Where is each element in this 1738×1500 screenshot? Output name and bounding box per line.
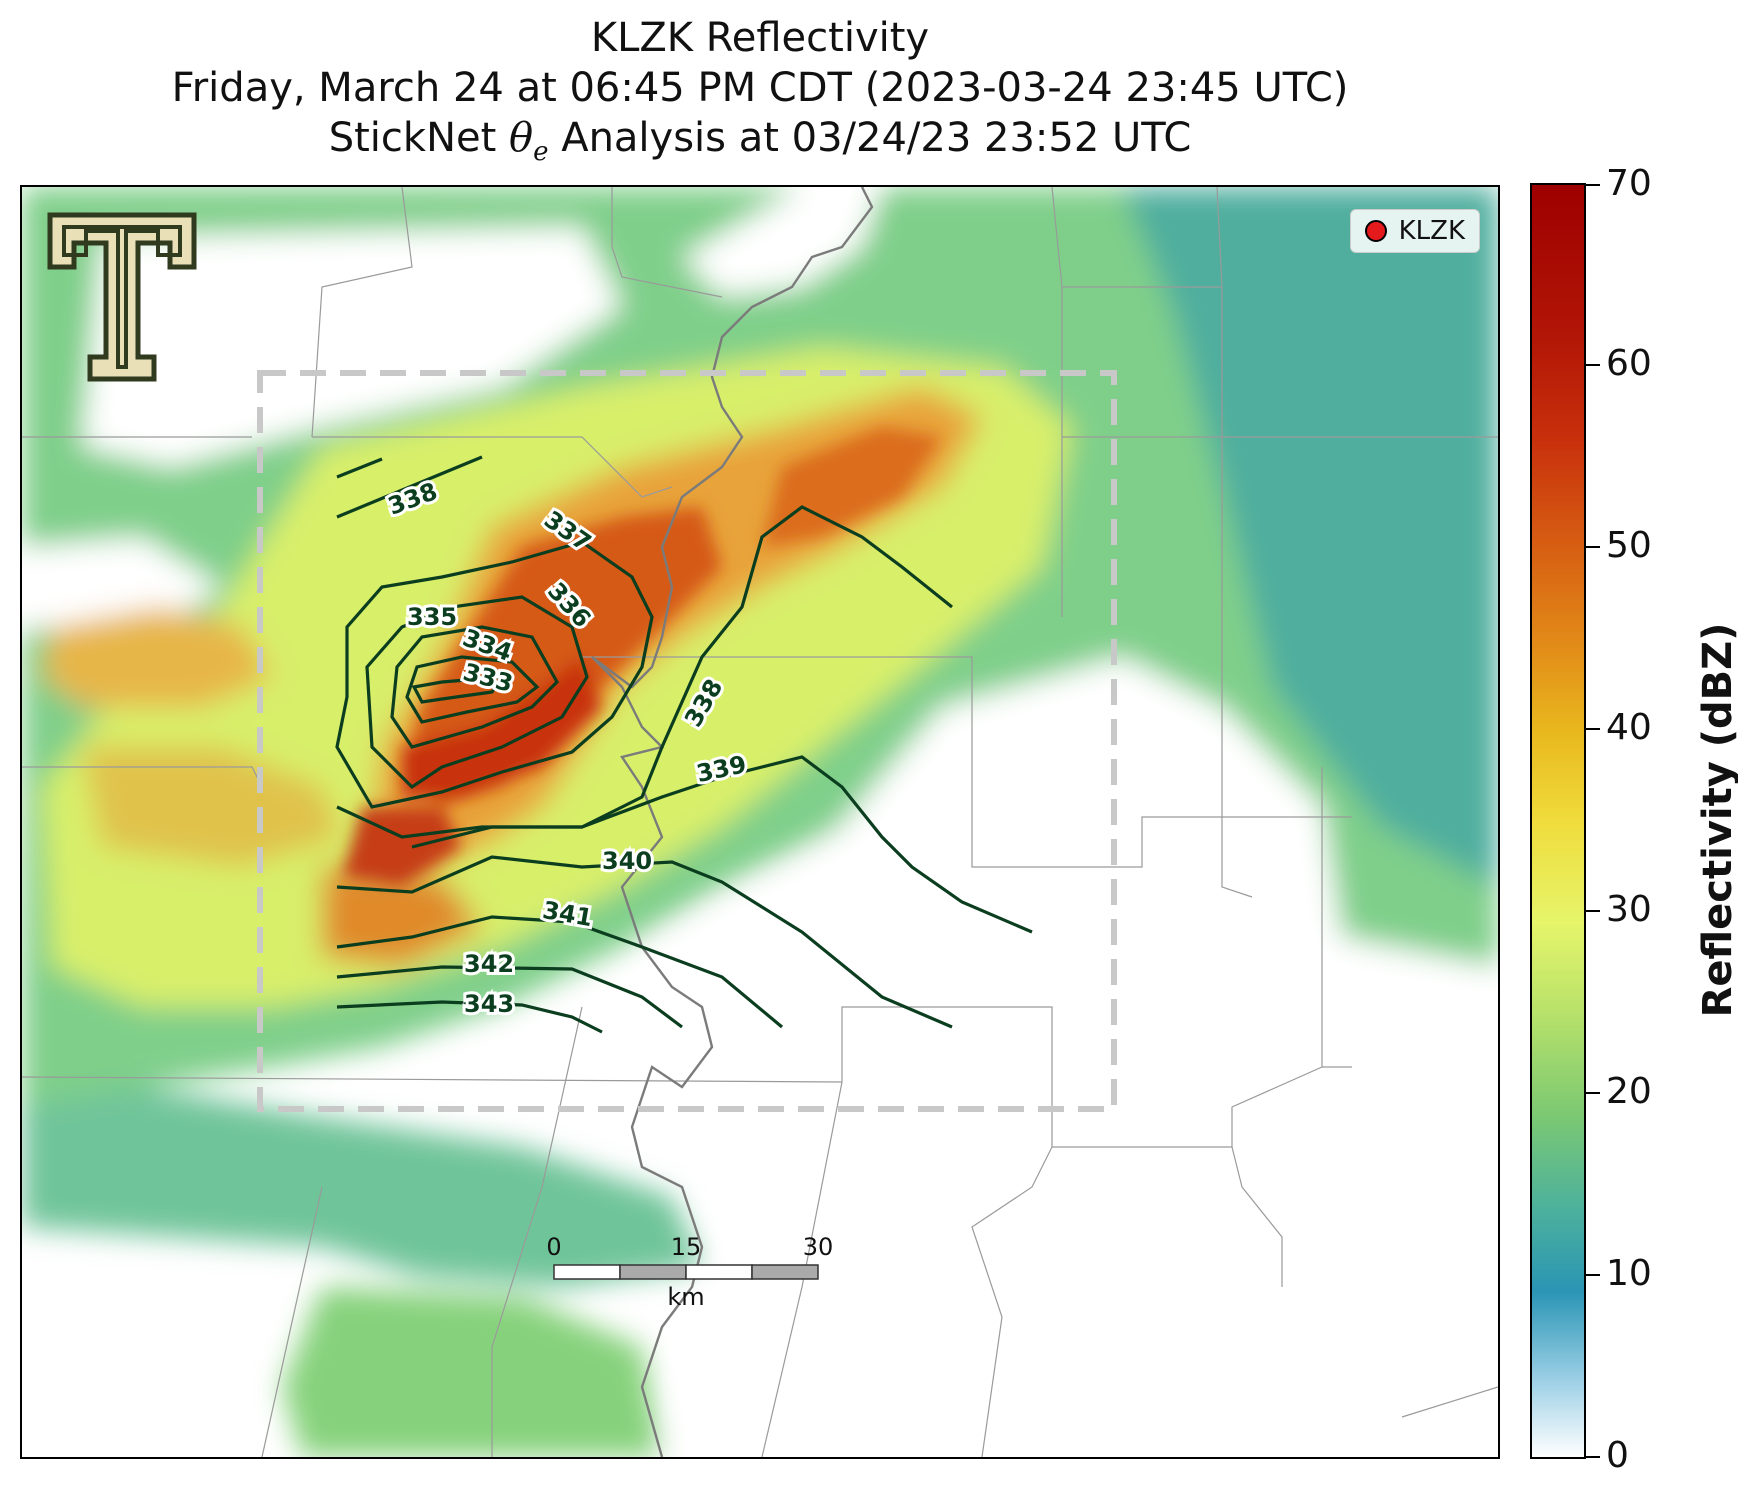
contour-label: 340 — [602, 847, 652, 875]
contour-339 — [336, 755, 1033, 934]
colorbar-tick-30: 30 — [1606, 889, 1652, 930]
scale-label-0: 0 — [546, 1233, 561, 1261]
contour-343 — [336, 1000, 603, 1034]
scale-label-15: 15 — [671, 1233, 702, 1261]
klzk-marker-icon — [1364, 220, 1387, 242]
colorbar-tick-50: 50 — [1606, 525, 1652, 566]
double-t-logo-icon — [47, 212, 197, 382]
scale-bar: 0 15 30 km — [546, 1233, 833, 1311]
contour-335 — [390, 625, 559, 749]
contour-338-nw — [336, 455, 483, 519]
scale-label-30: 30 — [803, 1233, 834, 1261]
contour-340 — [336, 855, 953, 1029]
contour-label: 342 — [464, 950, 514, 978]
contour-341 — [336, 915, 784, 1029]
county-lines — [22, 187, 1498, 1457]
colorbar-tick-70: 70 — [1606, 163, 1652, 204]
river-boundary — [591, 187, 874, 1457]
colorbar-tick-60: 60 — [1606, 343, 1652, 384]
theta-symbol: θe — [509, 115, 549, 167]
colorbar-tick-0: 0 — [1606, 1435, 1629, 1476]
colorbar-label: Reflectivity (dBZ) — [1695, 622, 1738, 1018]
contour-338-nw-upper — [336, 457, 383, 479]
texas-tech-logo — [42, 207, 202, 387]
legend-label: KLZK — [1398, 216, 1465, 246]
contour-label: 343 — [464, 990, 514, 1018]
contour-337 — [335, 540, 654, 809]
title-line-2: Friday, March 24 at 06:45 PM CDT (2023-0… — [171, 65, 1349, 111]
title-line-1: KLZK Reflectivity — [590, 15, 930, 61]
contour-342 — [336, 965, 683, 1029]
colorbar-tick-20: 20 — [1606, 1071, 1652, 1112]
title-line-3: StickNet θe Analysis at 03/24/23 23:52 U… — [0, 114, 1520, 176]
contour-336 — [365, 595, 589, 790]
theta-e-contours — [335, 455, 1033, 1034]
contour-label: 335 — [407, 603, 457, 631]
scale-unit: km — [667, 1283, 704, 1311]
title-prefix: StickNet — [328, 115, 509, 161]
radar-map[interactable]: 338 337 336 335 334 333 338 339 340 341 … — [20, 185, 1500, 1459]
title-suffix: Analysis at 03/24/23 23:52 UTC — [548, 115, 1192, 161]
analysis-domain-box — [257, 370, 1117, 1112]
colorbar-tick-40: 40 — [1606, 707, 1652, 748]
legend: KLZK — [1349, 209, 1480, 253]
colorbar — [1530, 183, 1586, 1459]
radar-map-svg: 338 337 336 335 334 333 338 339 340 341 … — [22, 187, 1498, 1457]
colorbar-tick-10: 10 — [1606, 1253, 1652, 1294]
contour-333 — [411, 675, 506, 704]
contour-334 — [405, 655, 540, 724]
